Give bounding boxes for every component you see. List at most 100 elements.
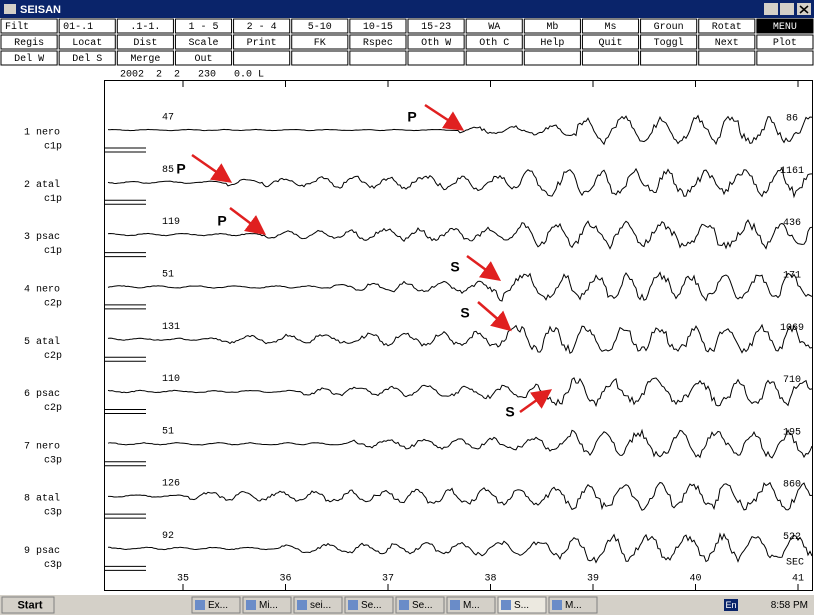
component-label: c3p (44, 560, 62, 571)
taskbar-item-label: Ex... (208, 600, 228, 611)
trace-left-value: 131 (162, 322, 180, 333)
window-title: SEISAN (20, 4, 61, 16)
trace-left-value: 51 (162, 270, 174, 281)
start-button[interactable] (1, 596, 55, 614)
trace-right-value: 710 (783, 375, 801, 386)
phase-arrow (477, 301, 512, 332)
menu-button-label: Scale (188, 37, 218, 49)
menu-button[interactable] (640, 18, 698, 34)
menu-button-label: Del W (14, 53, 44, 65)
menu-button[interactable] (174, 50, 233, 66)
menu-button[interactable] (349, 34, 407, 50)
menu-button[interactable] (465, 50, 523, 66)
menu-button[interactable] (291, 50, 349, 66)
axis-tick-label: 37 (382, 574, 394, 585)
menu-button[interactable] (756, 34, 814, 50)
taskbar-item-label: sei... (310, 600, 331, 611)
trace-left-value: 85 (162, 165, 174, 176)
taskbar-icon (399, 600, 409, 610)
menu-button[interactable] (233, 50, 291, 66)
component-label: c1p (44, 142, 62, 153)
seismogram-trace (107, 271, 813, 302)
menu-button-label: Next (715, 38, 739, 49)
menu-button[interactable] (116, 34, 174, 50)
menu-button[interactable] (349, 18, 407, 34)
maximize-button[interactable] (780, 3, 794, 15)
taskbar-item-label: S... (514, 600, 529, 611)
menu-button[interactable] (698, 34, 756, 50)
menu-button[interactable] (233, 18, 291, 34)
menu-button[interactable] (0, 50, 58, 66)
menu-button[interactable] (349, 50, 407, 66)
component-label: c3p (44, 455, 62, 466)
menu-button[interactable] (0, 18, 58, 34)
menu-button[interactable] (640, 34, 698, 50)
menu-button[interactable] (698, 18, 756, 34)
station-label: 4 nero (24, 285, 60, 296)
menu-button[interactable] (58, 50, 116, 66)
seismogram-trace (107, 428, 813, 459)
component-label: c3p (44, 508, 62, 519)
menu-button[interactable] (465, 34, 523, 50)
station-label: 7 nero (24, 441, 60, 452)
menu-button-label: 1 - 5 (188, 22, 218, 33)
menu-button-label: 10-15 (363, 22, 393, 33)
menu-button[interactable] (0, 34, 58, 50)
start-label: Start (17, 599, 42, 611)
menu-button[interactable] (640, 50, 698, 66)
menu-button[interactable] (465, 18, 523, 34)
seismogram-trace (108, 481, 813, 511)
axis-unit: SEC (786, 558, 804, 569)
window-icon (4, 4, 16, 14)
axis-tick-label: 40 (689, 574, 701, 585)
menu-button-label: Ms (604, 22, 616, 33)
phase-label: P (407, 109, 416, 125)
menu-button-label: Out (194, 54, 212, 65)
menu-button[interactable] (58, 18, 116, 34)
station-label: 8 atal (24, 493, 60, 505)
menu-button-label: Regis (14, 37, 44, 49)
trace-right-value: 86 (786, 114, 798, 125)
menu-button[interactable] (174, 18, 233, 34)
station-label: 5 atal (24, 336, 60, 348)
menu-button-label: Print (247, 37, 277, 49)
menu-button-label: Help (540, 37, 564, 49)
menu-button[interactable] (756, 18, 814, 34)
taskbar-item-label: Se... (361, 600, 382, 611)
menu-button[interactable] (233, 34, 291, 50)
menu-button-label: 15-23 (421, 22, 451, 33)
taskbar-icon (195, 600, 205, 610)
menu-button[interactable] (291, 34, 349, 50)
trace-left-value: 92 (162, 531, 174, 542)
menu-button[interactable] (174, 34, 233, 50)
menu-button[interactable] (581, 18, 640, 34)
phase-label: P (217, 213, 226, 229)
taskbar-item-label: M... (463, 600, 480, 611)
menu-button-label: Plot (773, 37, 797, 49)
menu-button[interactable] (523, 34, 581, 50)
menu-button[interactable] (523, 50, 581, 66)
phase-label: S (505, 404, 514, 420)
component-label: c1p (44, 194, 62, 205)
menu-button[interactable] (116, 50, 174, 66)
menu-button[interactable] (756, 50, 814, 66)
trace-right-value: 1161 (780, 166, 804, 177)
menu-button[interactable] (407, 34, 465, 50)
menu-button[interactable] (116, 18, 174, 34)
menu-button[interactable] (291, 18, 349, 34)
menu-button-label: Del S (72, 53, 102, 65)
trace-left-value: 47 (162, 113, 174, 124)
taskbar-icon (501, 600, 511, 610)
taskbar-item-label: Se... (412, 600, 433, 611)
menu-button[interactable] (698, 50, 756, 66)
seismogram-trace (107, 114, 813, 146)
menu-button[interactable] (523, 18, 581, 34)
menu-button[interactable] (407, 50, 465, 66)
menu-button[interactable] (581, 50, 640, 66)
menu-button[interactable] (58, 34, 116, 50)
menu-button[interactable] (581, 34, 640, 50)
menu-button[interactable] (407, 18, 465, 34)
menu-button-label: .1-1. (130, 22, 160, 33)
minimize-button[interactable] (764, 3, 778, 15)
